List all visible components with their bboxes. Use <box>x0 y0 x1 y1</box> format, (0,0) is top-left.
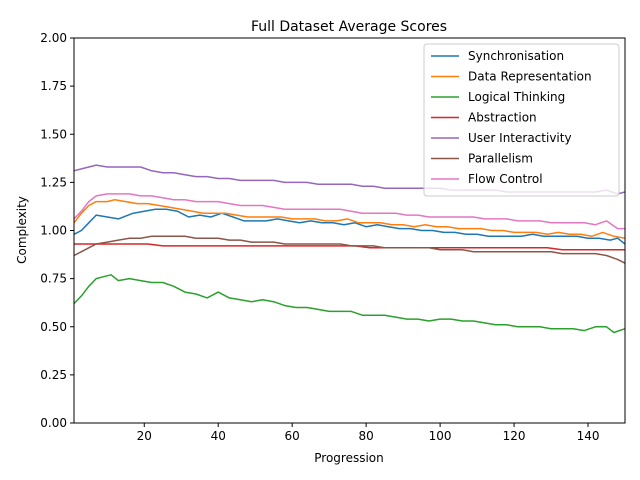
series-layer <box>73 164 626 334</box>
y-axis: 0.00 0.25 0.50 0.75 1.00 1.25 1.50 1.75 2.00 <box>40 31 74 430</box>
series-line-parallelism <box>73 235 626 264</box>
y-tick-label: 0.25 <box>40 368 67 382</box>
legend-box <box>423 43 620 197</box>
x-tick-label: 40 <box>211 429 226 443</box>
y-tick-label: 1.00 <box>40 224 67 238</box>
x-tick-label: 80 <box>359 429 374 443</box>
series-line-flow-control <box>73 193 625 230</box>
y-tick-label: 0.50 <box>40 320 67 334</box>
legend-label-data-representation: Data Representation <box>468 70 592 84</box>
x-tick-label: 60 <box>285 429 300 443</box>
legend-items: Synchronisation Data Representation Logica… <box>431 49 592 186</box>
x-tick-label: 100 <box>429 429 452 443</box>
series-line-synchronisation <box>73 208 626 245</box>
x-axis-title: Progression <box>314 451 384 465</box>
series-line-data-representation <box>73 198 626 239</box>
legend-label-flow-control: Flow Control <box>468 172 543 186</box>
y-axis-title: Complexity <box>15 196 29 264</box>
legend-label-parallelism: Parallelism <box>468 152 533 166</box>
plot-frame <box>73 37 626 424</box>
y-tick-label: 0.75 <box>40 272 67 286</box>
x-tick-label: 120 <box>503 429 526 443</box>
x-tick-label: 20 <box>137 429 152 443</box>
y-tick-label: 2.00 <box>40 31 67 45</box>
legend-label-synchronisation: Synchronisation <box>468 49 564 63</box>
series-line-logical-thinking <box>73 274 626 334</box>
legend: Synchronisation Data Representation Logica… <box>423 43 620 197</box>
y-tick-label: 1.25 <box>40 175 67 189</box>
x-tick-label: 140 <box>577 429 600 443</box>
y-tick-label: 1.75 <box>40 79 67 93</box>
legend-label-user-interactivity: User Interactivity <box>468 131 572 145</box>
y-tick-label: 0.00 <box>40 416 67 430</box>
x-axis: 20 40 60 80 100 120 140 <box>137 423 600 443</box>
legend-label-logical-thinking: Logical Thinking <box>468 90 565 104</box>
chart-title: Full Dataset Average Scores <box>251 19 447 35</box>
legend-label-abstraction: Abstraction <box>468 111 537 125</box>
y-tick-label: 1.50 <box>40 127 67 141</box>
